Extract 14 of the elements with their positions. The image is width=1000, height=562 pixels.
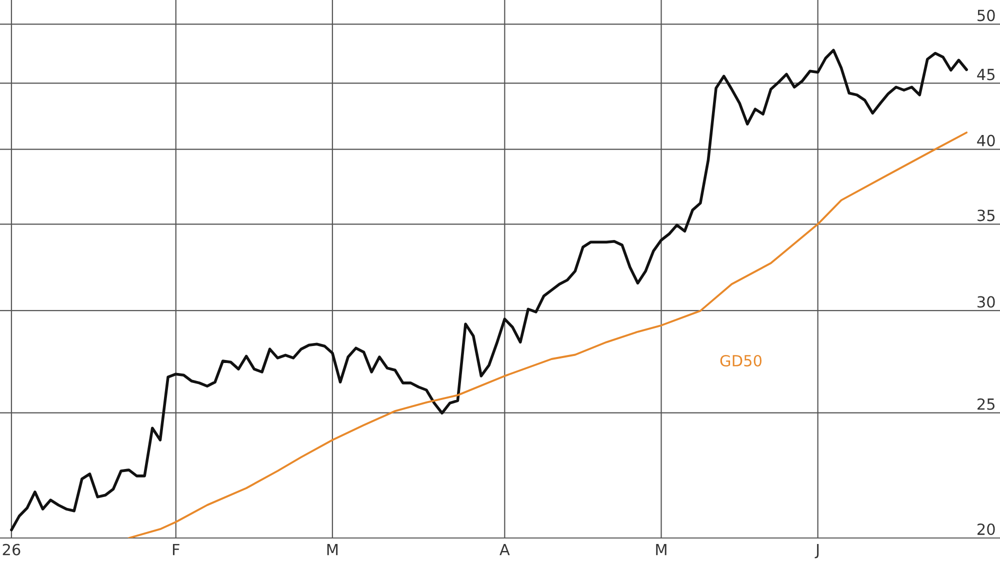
text: GD50: [720, 354, 762, 367]
y-tick-label: 20: [978, 523, 995, 536]
x-tick-label: M: [656, 544, 666, 556]
y-tick-label: 45: [977, 68, 994, 80]
x-tick-label: J: [814, 544, 819, 558]
y-tick-label: 40: [977, 134, 995, 146]
x-tick-label: A: [500, 544, 510, 556]
y-tick-label: 35: [978, 210, 994, 222]
y-tick-label: 50: [978, 10, 995, 22]
x-tick-label: F: [172, 544, 180, 556]
x-tick-label: M: [327, 544, 338, 556]
y-tick-label: 30: [978, 296, 995, 308]
x-tick-label: 26: [2, 544, 20, 556]
y-tick-label: 25: [978, 398, 994, 410]
